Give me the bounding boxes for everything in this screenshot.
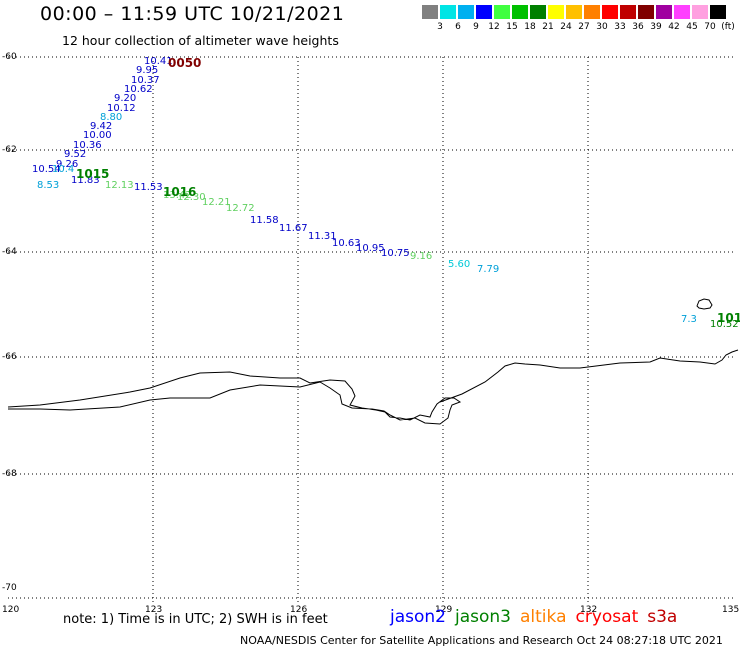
legend-jason2: jason2 xyxy=(390,607,446,627)
wave-height-value: 8.53 xyxy=(37,180,60,191)
antarctic-coastline xyxy=(7,371,462,425)
wave-height-value: 11.58 xyxy=(250,215,279,226)
y-tick-label: -66 xyxy=(2,352,17,362)
colorbar-swatch xyxy=(584,5,600,19)
colorbar-swatch xyxy=(638,5,654,19)
wave-height-value: 10.52 xyxy=(710,319,739,330)
wave-height-value: 10.00 xyxy=(83,130,112,141)
colorbar-label: 12 xyxy=(488,22,500,32)
colorbar-swatch xyxy=(656,5,672,19)
wave-height-value: 10.12 xyxy=(107,103,136,114)
y-tick-label: -64 xyxy=(2,247,17,257)
wave-height-value: 10.75 xyxy=(381,248,410,259)
x-tick-label: 135 xyxy=(722,605,740,615)
wave-height-value: 10.54 xyxy=(32,164,61,175)
time-tag: 1015 xyxy=(76,167,110,181)
wave-height-value: 9.16 xyxy=(410,251,433,262)
wave-height-value: 11.67 xyxy=(279,223,308,234)
wave-height-value: 9.20 xyxy=(114,93,137,104)
wave-height-value: 8.80 xyxy=(100,112,123,123)
colorbar-label: 33 xyxy=(614,22,626,32)
colorbar-label: 39 xyxy=(650,22,662,32)
x-tick-label: 120 xyxy=(2,605,20,615)
legend-jason3: jason3 xyxy=(455,607,511,627)
y-tick-label: -70 xyxy=(2,583,17,593)
colorbar-label: 36 xyxy=(632,22,644,32)
colorbar-swatch xyxy=(476,5,492,19)
wave-height-value: 11.31 xyxy=(308,231,337,242)
colorbar-label: 15 xyxy=(506,22,518,32)
wave-height-value: 5.60 xyxy=(448,259,471,270)
map-subtitle: 12 hour collection of altimeter wave hei… xyxy=(62,33,339,48)
colorbar-swatch xyxy=(620,5,636,19)
wave-height-value: 10.63 xyxy=(332,238,361,249)
y-tick-label: -62 xyxy=(2,145,17,155)
wave-height-value: 11.83 xyxy=(71,175,100,186)
colorbar-label: (ft) xyxy=(721,22,735,32)
wave-height-value: 12.13 xyxy=(105,180,134,191)
wave-height-value: 10.62 xyxy=(124,84,153,95)
map-title: 00:00 – 11:59 UTC 10/21/2021 xyxy=(40,3,345,25)
legend-cryosat: cryosat xyxy=(575,607,639,627)
wave-height-value: 7.3 xyxy=(681,314,697,325)
colorbar-swatch xyxy=(494,5,510,19)
wave-height-value: 10.37 xyxy=(131,75,160,86)
wave-height-value: 11.53 xyxy=(134,182,163,193)
colorbar-swatch xyxy=(422,5,438,19)
wave-height-value: 9.95 xyxy=(136,65,159,76)
colorbar-label: 9 xyxy=(473,22,479,32)
wave-height-value: 13.42 xyxy=(163,190,192,201)
colorbar-label: 18 xyxy=(524,22,536,32)
wave-height-value: 12.21 xyxy=(202,197,231,208)
wave-height-value: 9.42 xyxy=(90,121,113,132)
colorbar-swatch xyxy=(512,5,528,19)
wave-height-value: 9.52 xyxy=(64,149,87,160)
colorbar-label: 21 xyxy=(542,22,554,32)
y-tick-label: -68 xyxy=(2,469,17,479)
wave-height-value: 9.26 xyxy=(56,159,79,170)
units-note: note: 1) Time is in UTC; 2) SWH is in fe… xyxy=(63,612,328,627)
colorbar-swatch xyxy=(548,5,564,19)
legend-s3a: s3a xyxy=(647,607,678,627)
time-tag: 1016 xyxy=(163,185,197,199)
colorbar-label: 3 xyxy=(437,22,443,32)
colorbar-label: 45 xyxy=(686,22,698,32)
wave-height-value: 7.79 xyxy=(477,264,500,275)
credit-line: NOAA/NESDIS Center for Satellite Applica… xyxy=(240,634,723,647)
colorbar-label: 30 xyxy=(596,22,608,32)
colorbar-swatch xyxy=(710,5,726,19)
x-tick-label: 129 xyxy=(435,605,453,615)
colorbar-label: 27 xyxy=(578,22,590,32)
colorbar-swatch xyxy=(440,5,456,19)
antarctic-coastline-east xyxy=(439,349,739,403)
wave-height-value: 12.30 xyxy=(177,192,206,203)
time-tag: 0050 xyxy=(168,56,202,70)
colorbar-label: 24 xyxy=(560,22,572,32)
wave-height-value: 10.41 xyxy=(144,56,173,67)
colorbar-label: 42 xyxy=(668,22,680,32)
colorbar-swatch xyxy=(458,5,474,19)
wave-height-value: 10.95 xyxy=(356,243,385,254)
legend-altika: altika xyxy=(520,607,567,627)
colorbar-swatch xyxy=(692,5,708,19)
colorbar-swatch xyxy=(566,5,582,19)
wave-height-value: 12.72 xyxy=(226,203,255,214)
colorbar-label: 6 xyxy=(455,22,461,32)
colorbar-swatch xyxy=(530,5,546,19)
x-tick-label: 126 xyxy=(290,605,308,615)
wave-height-value: 10.4 xyxy=(52,164,75,175)
colorbar-swatch xyxy=(674,5,690,19)
satellite-legend: jason2 jason3 altika cryosat s3a xyxy=(390,607,686,627)
y-tick-label: -60 xyxy=(2,52,17,62)
time-tag: 1017 xyxy=(717,311,740,325)
colorbar-swatch xyxy=(602,5,618,19)
wave-height-value: 10.36 xyxy=(73,140,102,151)
x-tick-label: 123 xyxy=(145,605,163,615)
graticule xyxy=(8,56,734,603)
coastline-islet xyxy=(696,298,713,310)
colorbar-label: 70 xyxy=(704,22,716,32)
x-tick-label: 132 xyxy=(580,605,598,615)
